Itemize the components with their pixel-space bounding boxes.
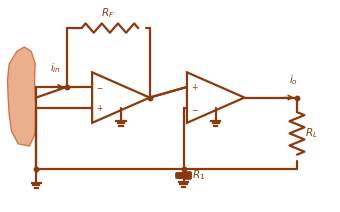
Text: $-$: $-$ [191, 104, 199, 113]
Text: $i_{in}$: $i_{in}$ [50, 61, 62, 75]
Text: $+$: $+$ [96, 103, 104, 113]
Text: $R_1$: $R_1$ [192, 169, 205, 182]
Text: $+$: $+$ [191, 82, 199, 92]
Text: $-$: $-$ [96, 82, 104, 91]
Text: $R_L$: $R_L$ [305, 127, 318, 140]
Polygon shape [7, 47, 36, 146]
Text: $R_F$: $R_F$ [101, 6, 115, 20]
Text: $i_o$: $i_o$ [289, 73, 298, 87]
